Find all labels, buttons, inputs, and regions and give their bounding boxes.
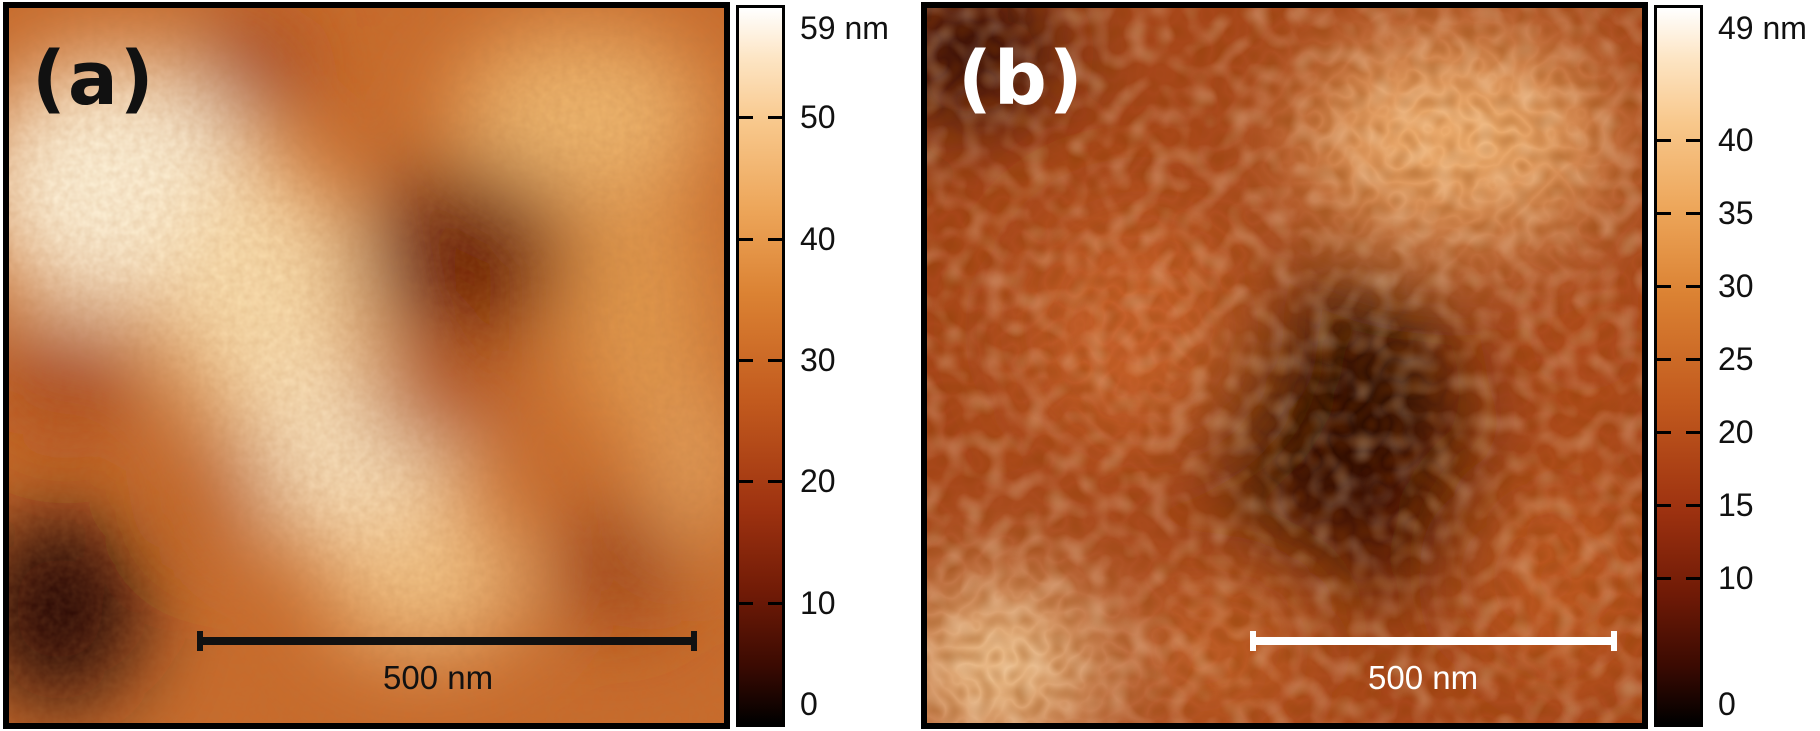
colorbar-tick-a bbox=[768, 601, 782, 605]
colorbar-tick-b bbox=[1686, 503, 1700, 507]
colorbar-tick-b bbox=[1657, 138, 1671, 142]
colorbar-tick-a bbox=[739, 116, 753, 120]
colorbar-tick-b bbox=[1686, 723, 1700, 726]
colorbar-tick-a bbox=[739, 723, 753, 726]
scale-bar-label-b: 500 nm bbox=[1368, 659, 1479, 696]
colorbar-tick-a bbox=[739, 358, 753, 362]
panel-label-b: (b) bbox=[958, 36, 1085, 122]
colorbar-tick-b bbox=[1657, 357, 1671, 361]
afm-image-a bbox=[3, 2, 730, 729]
colorbar-tick-b bbox=[1686, 357, 1700, 361]
colorbar-tick-label-b: 25 bbox=[1718, 340, 1754, 377]
colorbar-tick-label-a: 20 bbox=[800, 463, 836, 500]
colorbar-tick-a bbox=[739, 480, 753, 484]
colorbar-tick-label-a: 30 bbox=[800, 341, 836, 378]
colorbar-tick-label-b: 20 bbox=[1718, 413, 1754, 450]
colorbar-tick-b bbox=[1686, 576, 1700, 580]
colorbar-tick-label-b: 40 bbox=[1718, 121, 1754, 158]
colorbar-gradient-b bbox=[1657, 8, 1700, 724]
colorbar-tick-a bbox=[739, 237, 753, 241]
colorbar-max-label-b: 49 nm bbox=[1718, 10, 1807, 46]
afm-image-b bbox=[921, 2, 1648, 729]
colorbar-b bbox=[1654, 5, 1703, 727]
colorbar-tick-label-b: 35 bbox=[1718, 194, 1754, 231]
colorbar-tick-label-b: 10 bbox=[1718, 559, 1754, 596]
scale-bar-a bbox=[197, 631, 697, 651]
colorbar-tick-b bbox=[1686, 284, 1700, 288]
colorbar-tick-label-b: 0 bbox=[1718, 686, 1736, 722]
colorbar-tick-label-a: 50 bbox=[800, 99, 836, 136]
colorbar-tick-label-a: 10 bbox=[800, 584, 836, 621]
colorbar-tick-label-b: 15 bbox=[1718, 486, 1754, 523]
colorbar-tick-label-a: 40 bbox=[800, 220, 836, 257]
panel-label-a: (a) bbox=[32, 36, 156, 122]
colorbar-tick-b bbox=[1657, 284, 1671, 288]
colorbar-tick-b bbox=[1686, 138, 1700, 142]
colorbar-gradient-a bbox=[739, 8, 782, 724]
colorbar-tick-b bbox=[1657, 430, 1671, 434]
colorbar-tick-b bbox=[1657, 576, 1671, 580]
colorbar-tick-a bbox=[768, 237, 782, 241]
colorbar-tick-a bbox=[739, 601, 753, 605]
colorbar-tick-b bbox=[1657, 723, 1671, 726]
colorbar-tick-a bbox=[768, 116, 782, 120]
colorbar-max-label-a: 59 nm bbox=[800, 10, 889, 46]
scale-bar-label-a: 500 nm bbox=[383, 659, 494, 696]
colorbar-tick-b bbox=[1686, 211, 1700, 215]
colorbar-tick-b bbox=[1686, 430, 1700, 434]
colorbar-tick-b bbox=[1657, 503, 1671, 507]
colorbar-tick-b bbox=[1657, 211, 1671, 215]
afm-height-map-b bbox=[927, 8, 1642, 723]
scale-bar-b bbox=[1250, 631, 1617, 651]
afm-height-map-a bbox=[9, 8, 724, 723]
colorbar-tick-a bbox=[768, 480, 782, 484]
colorbar-tick-a bbox=[768, 358, 782, 362]
colorbar-a bbox=[736, 5, 785, 727]
colorbar-tick-a bbox=[768, 723, 782, 726]
colorbar-tick-label-a: 0 bbox=[800, 686, 818, 722]
colorbar-tick-label-b: 30 bbox=[1718, 267, 1754, 304]
